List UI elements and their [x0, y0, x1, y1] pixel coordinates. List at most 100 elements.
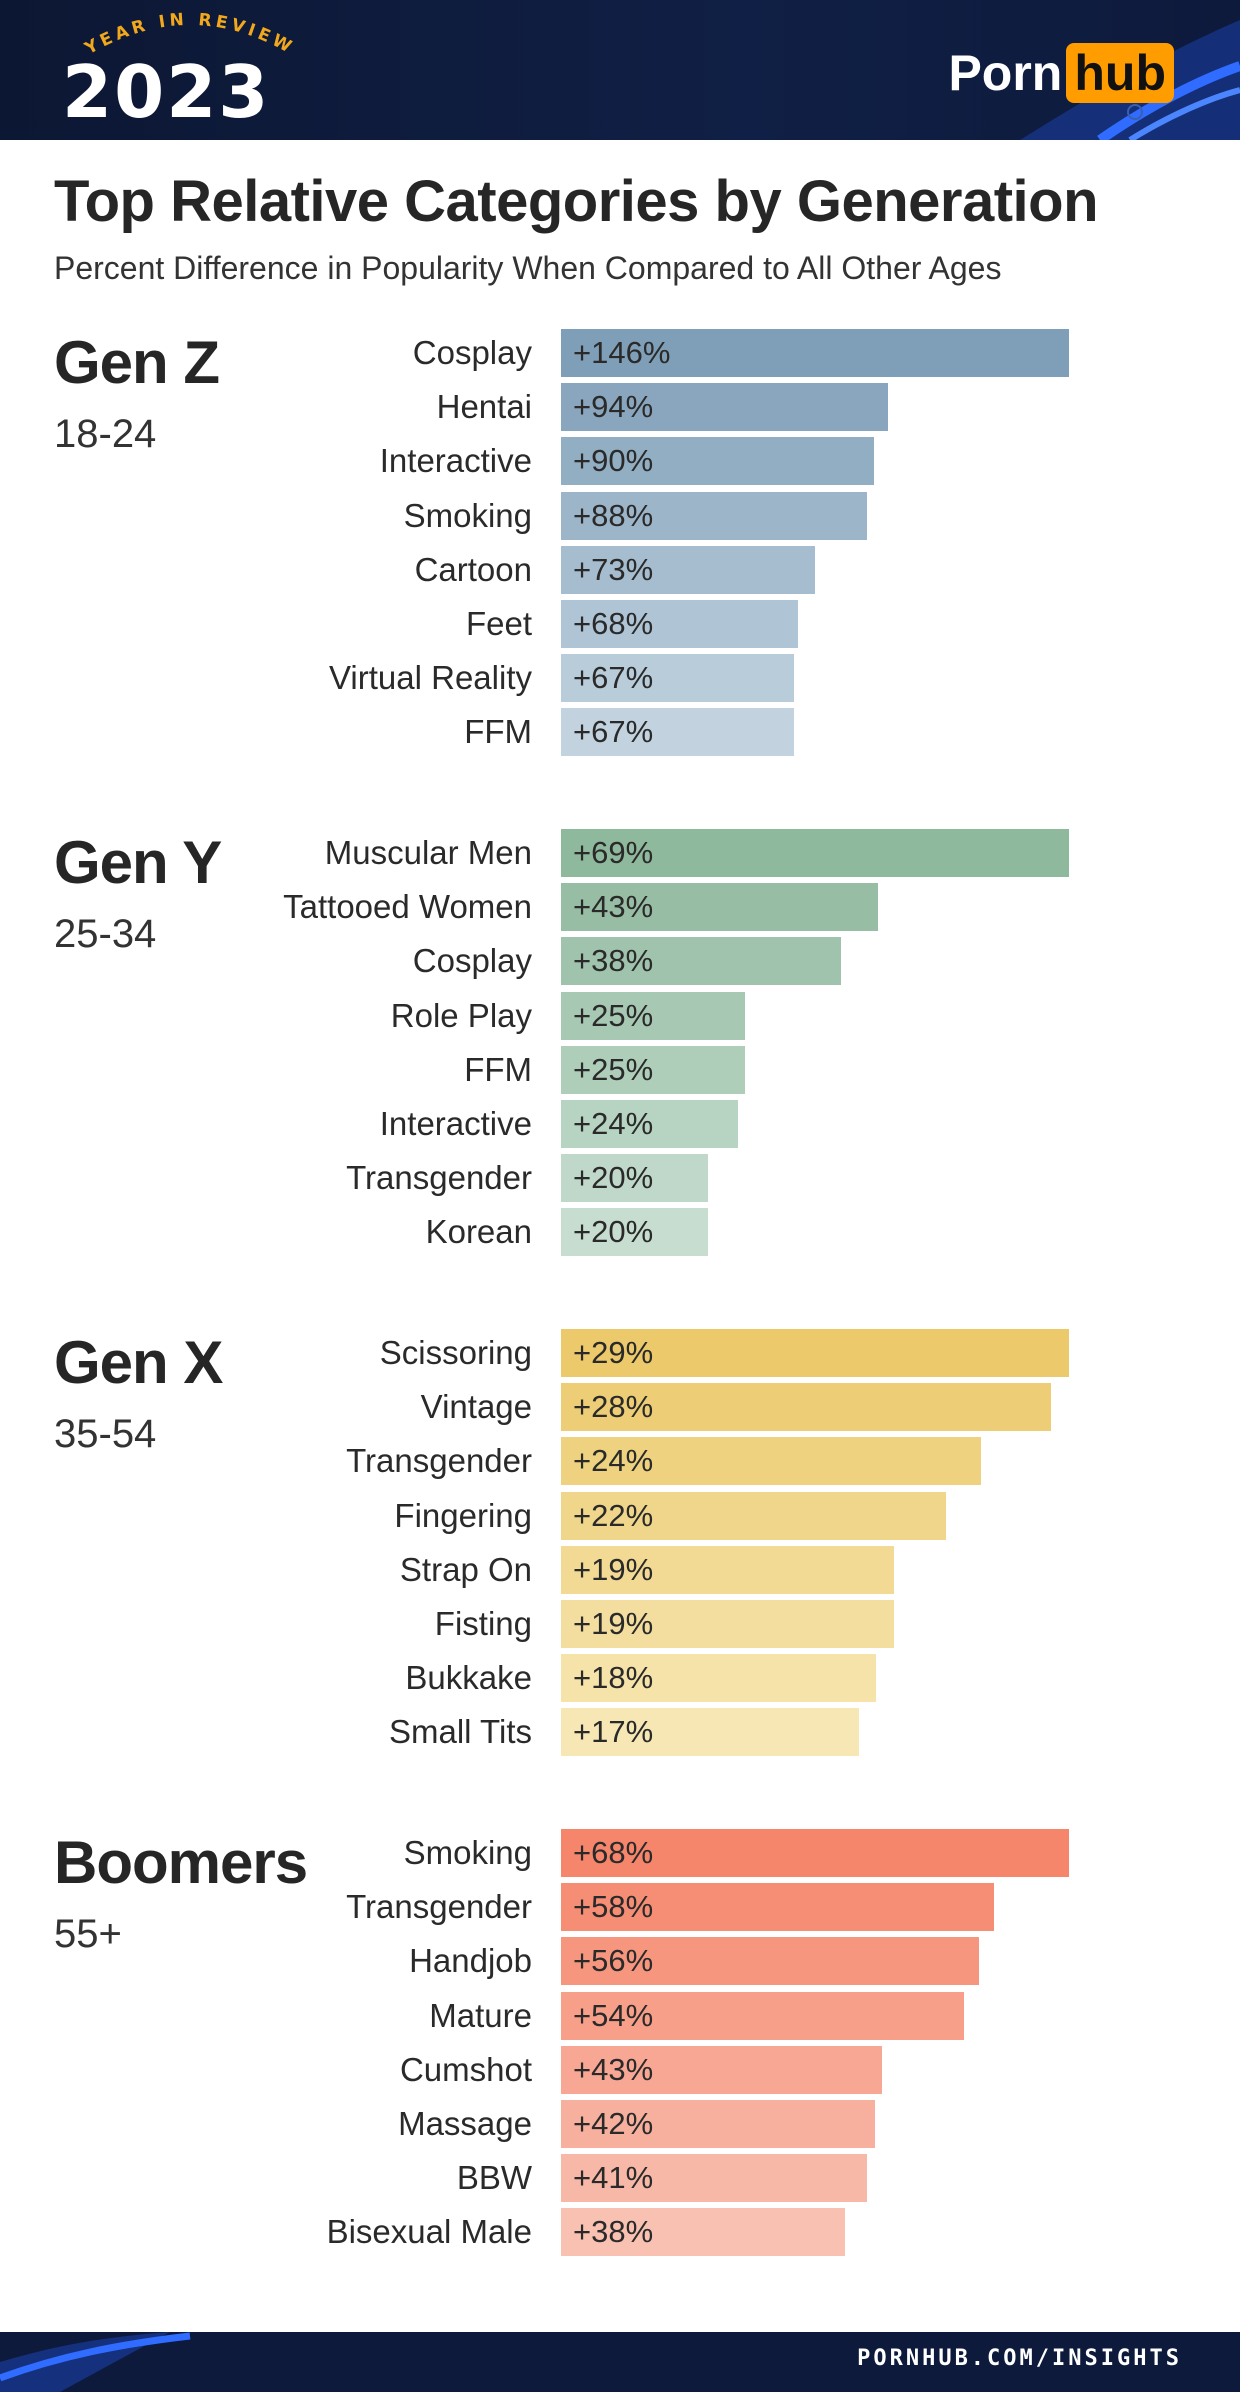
- bar-row: Hentai +94%: [0, 382, 1240, 432]
- bar: [561, 2045, 882, 2094]
- generation-age-range: 35-54: [54, 1412, 157, 1456]
- bar: [561, 1654, 876, 1703]
- category-label: Hentai: [436, 388, 532, 426]
- bar: [561, 600, 798, 648]
- category-label: Smoking: [403, 496, 532, 534]
- value-label: +38%: [573, 943, 654, 979]
- bar: [561, 708, 794, 757]
- category-label: Smoking: [403, 1834, 532, 1871]
- value-label: +17%: [573, 1714, 654, 1750]
- bar: [561, 1829, 1069, 1877]
- bar-row: Cosplay +146%: [0, 328, 1240, 378]
- bar-row: Handjob +56%: [0, 1936, 1240, 1986]
- footer-url[interactable]: PORNHUB.COM/INSIGHTS: [857, 2346, 1182, 2371]
- value-label: +24%: [573, 1106, 654, 1141]
- category-label: FFM: [464, 1050, 532, 1088]
- category-label: Interactive: [379, 1105, 532, 1142]
- bar: [561, 1329, 1069, 1377]
- bar: [561, 2100, 875, 2148]
- bar: [561, 883, 878, 932]
- generation-age-range: 55+: [54, 1912, 122, 1956]
- bar: [561, 1208, 708, 1257]
- category-label: Transgender: [346, 1442, 532, 1480]
- bar: [561, 829, 1069, 877]
- generation-name: Boomers: [54, 1829, 308, 1896]
- header-banner: YEAR IN REVIEW 2023 Porn hub: [0, 0, 1240, 140]
- category-label: Strap On: [399, 1550, 532, 1588]
- bar: [561, 991, 745, 1040]
- value-label: +68%: [573, 1835, 654, 1870]
- year-in-review-badge: YEAR IN REVIEW: [81, 10, 294, 56]
- generation-name: Gen Y: [54, 829, 222, 896]
- brand-logo-text: Porn: [948, 45, 1063, 101]
- bar-row: Scissoring +29%: [0, 1328, 1240, 1378]
- bar: [561, 1708, 859, 1757]
- bar-row: Virtual Reality +67%: [0, 653, 1240, 703]
- bar-row: Cartoon +73%: [0, 545, 1240, 595]
- bar: [561, 437, 874, 486]
- category-label: Virtual Reality: [329, 659, 532, 697]
- value-label: +94%: [573, 389, 654, 425]
- value-label: +146%: [573, 335, 671, 370]
- bar: [561, 1491, 946, 1540]
- bar-row: Bisexual Male +38%: [0, 2207, 1240, 2257]
- value-label: +58%: [573, 1889, 654, 1925]
- value-label: +19%: [573, 1606, 654, 1641]
- value-label: +28%: [573, 1389, 654, 1425]
- category-label: Cumshot: [399, 2050, 532, 2088]
- bar-row: FFM +67%: [0, 707, 1240, 757]
- value-label: +18%: [573, 1660, 654, 1696]
- footer-wave-decoration: [0, 2332, 191, 2392]
- category-label: BBW: [456, 2159, 532, 2197]
- value-label: +90%: [573, 443, 654, 479]
- brand-logo: Porn hub: [948, 42, 1174, 104]
- bar-row: Transgender +20%: [0, 1153, 1240, 1203]
- category-label: Cosplay: [412, 334, 532, 371]
- value-label: +38%: [573, 2214, 654, 2250]
- bar-row: Muscular Men +69%: [0, 828, 1240, 878]
- category-label: Role Play: [390, 996, 532, 1034]
- category-label: Cosplay: [412, 942, 532, 980]
- value-label: +29%: [573, 1335, 654, 1370]
- bar-row: Cumshot +43%: [0, 2045, 1240, 2095]
- category-label: FFM: [464, 713, 532, 751]
- page-subtitle: Percent Difference in Popularity When Co…: [54, 250, 1002, 286]
- bar: [561, 937, 841, 986]
- bar-row: Transgender +24%: [0, 1436, 1240, 1486]
- value-label: +73%: [573, 551, 654, 587]
- bar: [561, 1600, 894, 1648]
- value-label: +25%: [573, 997, 654, 1033]
- category-label: Korean: [425, 1213, 532, 1251]
- bar-row: Smoking +68%: [0, 1828, 1240, 1878]
- category-label: Mature: [429, 1996, 532, 2034]
- category-label: Feet: [465, 605, 532, 642]
- bar: [561, 1045, 745, 1094]
- value-label: +67%: [573, 660, 654, 696]
- generation-age-range: 18-24: [54, 412, 157, 456]
- bar: [561, 329, 1069, 377]
- bar-row: Smoking +88%: [0, 491, 1240, 541]
- bar-row: Bukkake +18%: [0, 1653, 1240, 1703]
- bar-row: Korean +20%: [0, 1207, 1240, 1257]
- generation-age-range: 25-34: [54, 912, 157, 956]
- category-label: Muscular Men: [324, 834, 532, 871]
- generation-name: Gen X: [54, 1329, 223, 1396]
- bar: [561, 1937, 979, 1986]
- bar-row: Fingering +22%: [0, 1491, 1240, 1541]
- year-label: 2023: [62, 50, 271, 134]
- generation-name: Gen Z: [54, 329, 220, 396]
- value-label: +56%: [573, 1943, 654, 1979]
- bar: [561, 2208, 845, 2257]
- bar: [561, 1437, 981, 1486]
- bar: [561, 1154, 708, 1203]
- category-label: Bisexual Male: [326, 2213, 532, 2251]
- category-label: Tattooed Women: [283, 888, 532, 926]
- value-label: +54%: [573, 1997, 654, 2033]
- bar-row: Role Play +25%: [0, 991, 1240, 1041]
- bar: [561, 1383, 1051, 1432]
- bar-row: Cosplay +38%: [0, 936, 1240, 986]
- category-label: Small Tits: [388, 1713, 532, 1751]
- value-label: +67%: [573, 714, 654, 750]
- bar: [561, 491, 867, 540]
- bar-row: Massage +42%: [0, 2099, 1240, 2149]
